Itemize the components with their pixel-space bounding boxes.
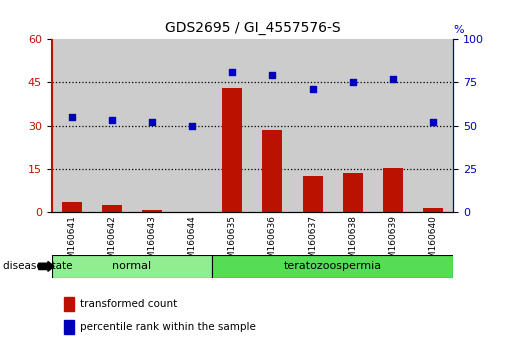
- Bar: [62, 202, 81, 212]
- Bar: [63, 320, 74, 334]
- Text: transformed count: transformed count: [80, 299, 177, 309]
- Bar: [342, 173, 363, 212]
- Text: %: %: [453, 25, 464, 35]
- Point: [429, 119, 437, 125]
- Point: [349, 80, 357, 85]
- Title: GDS2695 / GI_4557576-S: GDS2695 / GI_4557576-S: [164, 21, 340, 35]
- Point: [228, 69, 236, 75]
- Bar: [212, 255, 453, 278]
- Bar: [52, 255, 212, 278]
- Bar: [101, 205, 122, 212]
- Text: percentile rank within the sample: percentile rank within the sample: [80, 322, 255, 332]
- Bar: [222, 88, 242, 212]
- Bar: [383, 167, 403, 212]
- Bar: [302, 176, 322, 212]
- Point: [188, 123, 196, 129]
- Text: teratozoospermia: teratozoospermia: [284, 261, 382, 272]
- Point: [389, 76, 397, 82]
- Point: [108, 118, 116, 123]
- Bar: [142, 210, 162, 212]
- Point: [67, 114, 76, 120]
- Bar: [262, 130, 282, 212]
- Bar: [63, 297, 74, 311]
- Text: normal: normal: [112, 261, 151, 272]
- Point: [268, 73, 277, 78]
- Bar: [423, 208, 443, 212]
- Point: [148, 119, 156, 125]
- Text: disease state: disease state: [3, 261, 72, 272]
- Point: [308, 86, 317, 92]
